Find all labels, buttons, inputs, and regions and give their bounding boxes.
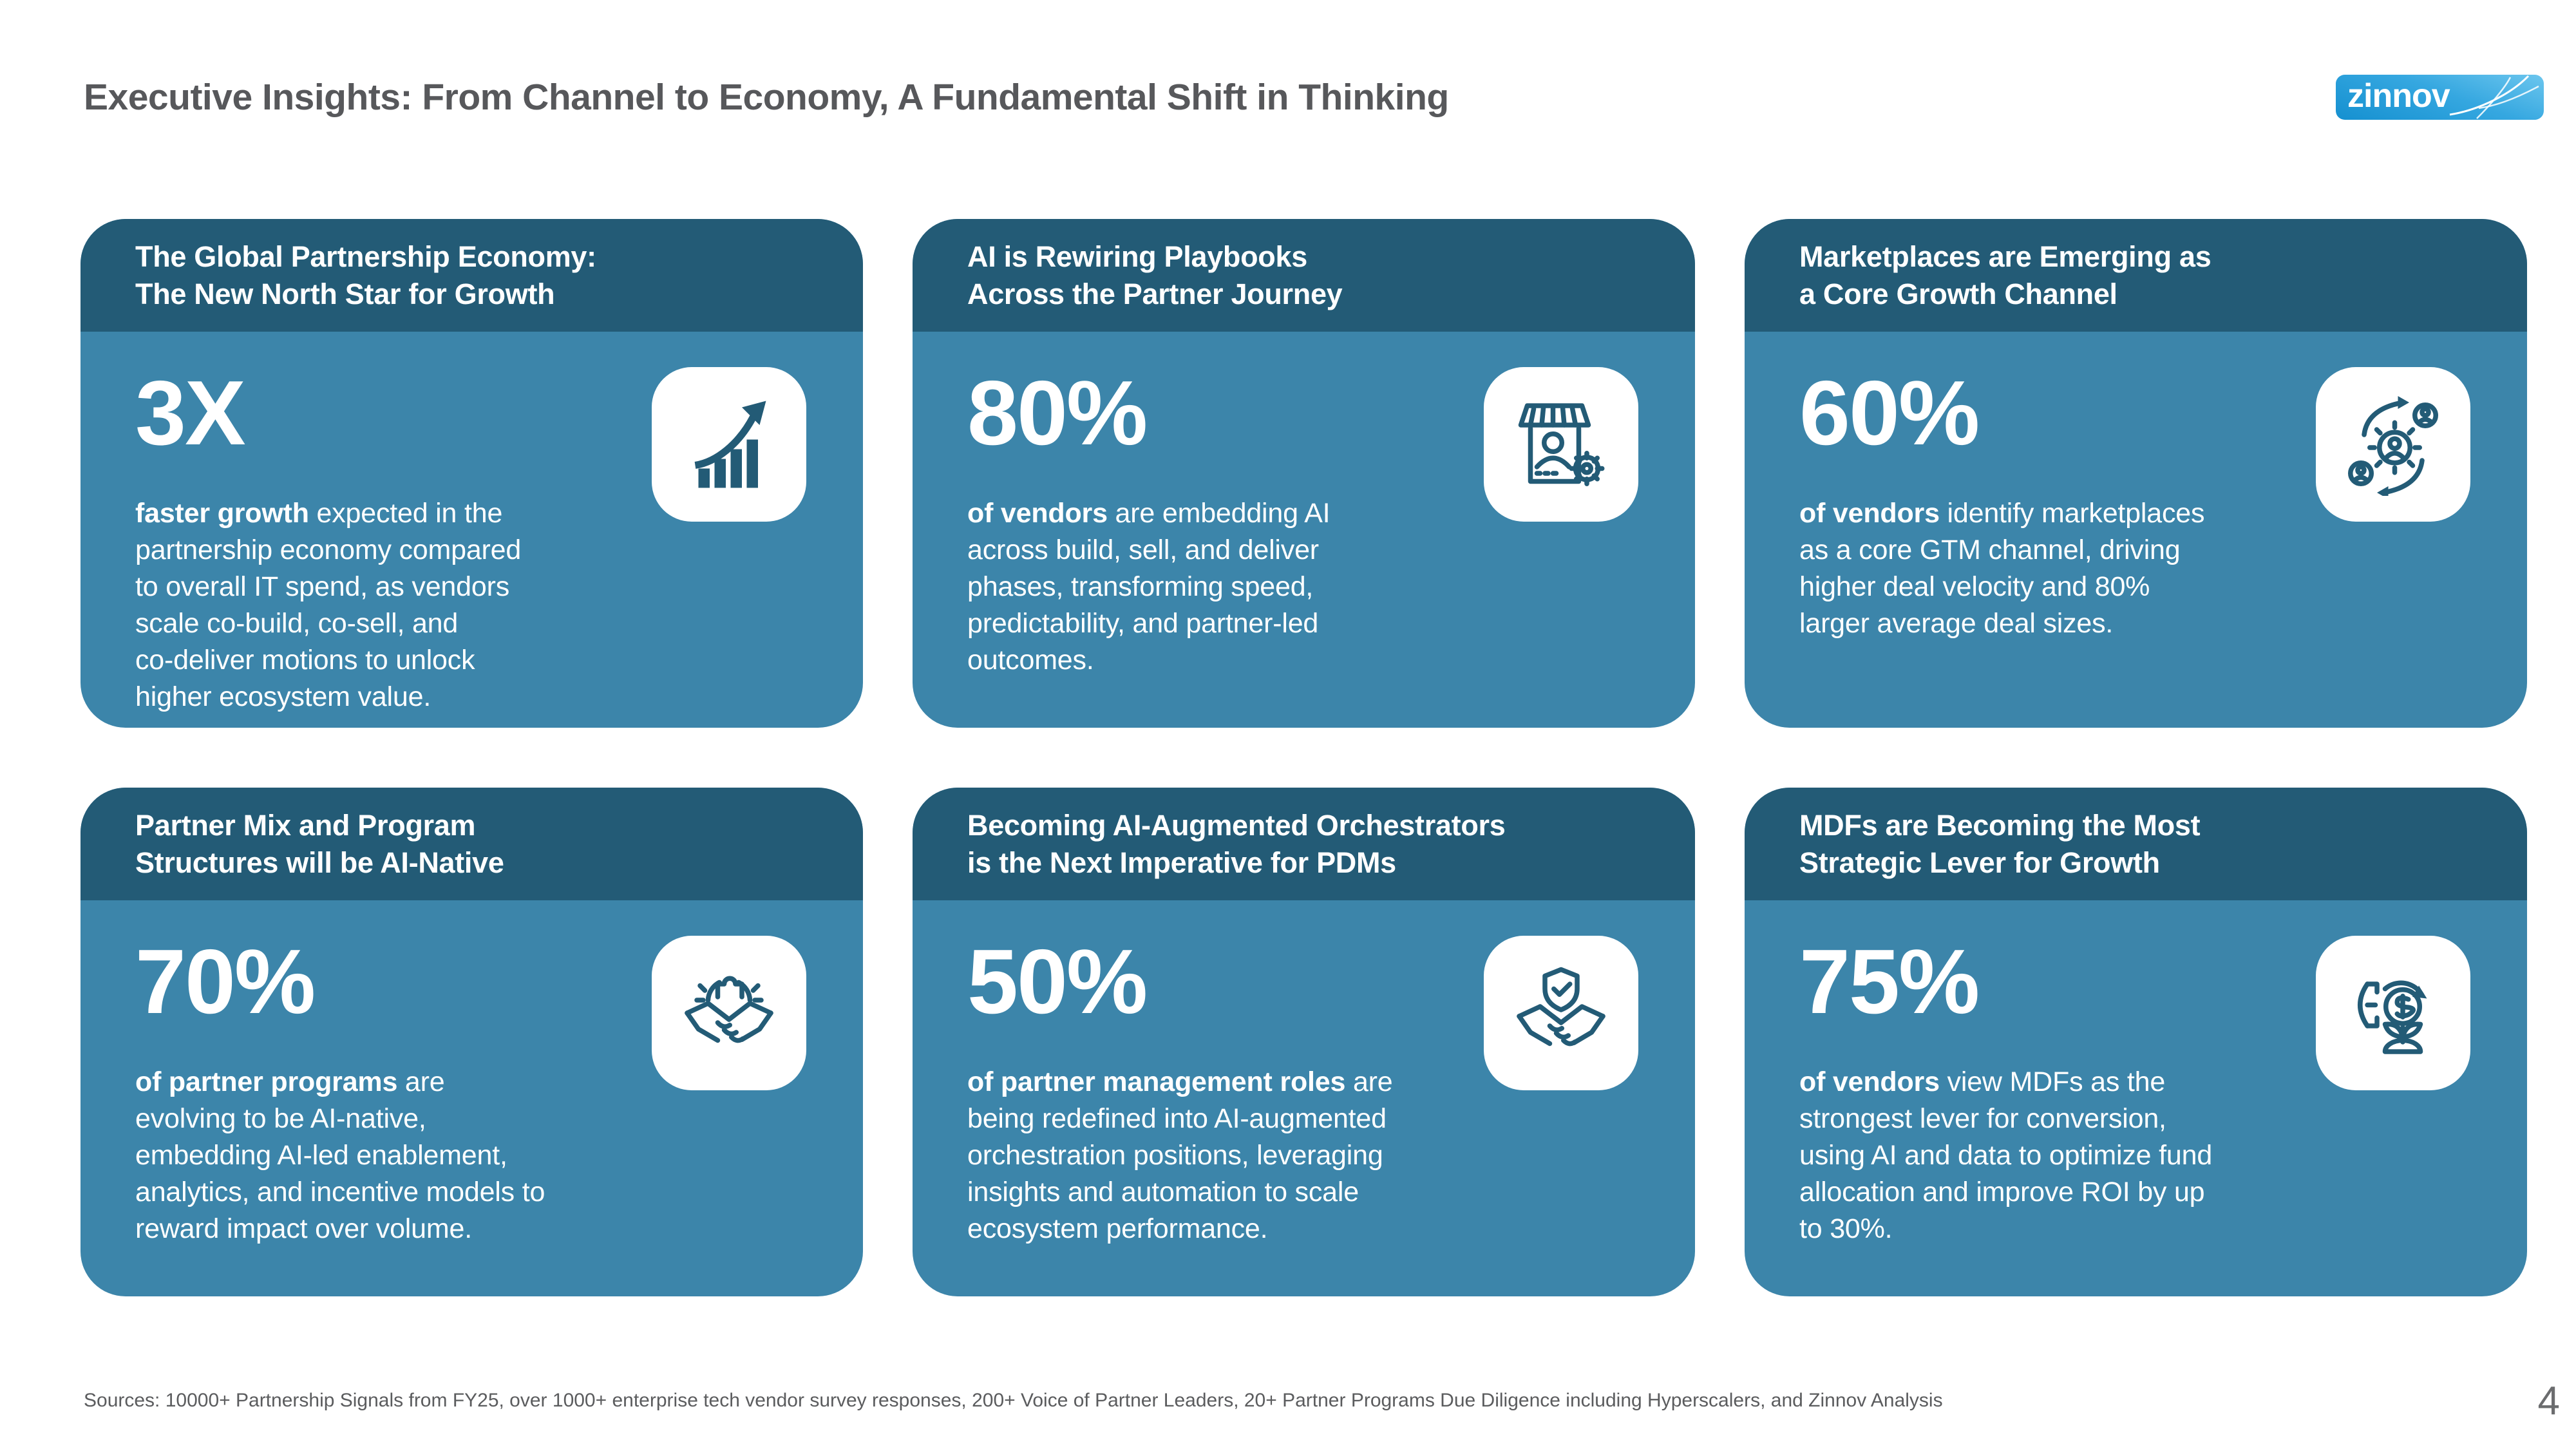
card-description: of partner management roles are being re… xyxy=(967,1064,1560,1247)
card-global-partnership-economy: The Global Partnership Economy: The New … xyxy=(80,219,863,728)
description-lead: of partner management roles xyxy=(967,1066,1346,1097)
card-header: Becoming AI-Augmented Orchestrators is t… xyxy=(913,788,1695,900)
card-body: 70% of partner program xyxy=(80,900,863,1296)
description-rest: view MDFs as the strongest lever for con… xyxy=(1799,1066,2213,1244)
page-number: 4 xyxy=(2537,1379,2560,1423)
handshake-shield-icon xyxy=(1517,967,1605,1046)
stat-value: 50% xyxy=(967,931,1148,1033)
card-title: Becoming AI-Augmented Orchestrators is t… xyxy=(967,808,1506,879)
description-lead: of partner programs xyxy=(135,1066,398,1097)
storefront-gear-icon xyxy=(1518,403,1605,486)
growth-chart-icon xyxy=(694,401,766,488)
zinnov-logo: zinnov xyxy=(2336,75,2544,120)
hand-coin-plant-icon xyxy=(2358,980,2427,1054)
card-description: of partner programs are evolving to be A… xyxy=(135,1064,728,1247)
description-lead: of vendors xyxy=(967,498,1108,529)
card-header: Marketplaces are Emerging as a Core Grow… xyxy=(1745,219,2527,332)
insight-cards-grid: The Global Partnership Economy: The New … xyxy=(80,219,2527,1296)
sources-note: Sources: 10000+ Partnership Signals from… xyxy=(84,1390,1943,1411)
stat-value: 75% xyxy=(1799,931,1980,1033)
card-header: MDFs are Becoming the Most Strategic Lev… xyxy=(1745,788,2527,900)
description-lead: faster growth xyxy=(135,498,309,529)
card-title: Partner Mix and Program Structures will … xyxy=(135,808,504,879)
description-rest: expected in the partnership economy comp… xyxy=(135,498,522,712)
card-header: AI is Rewiring Playbooks Across the Part… xyxy=(913,219,1695,332)
card-header: The Global Partnership Economy: The New … xyxy=(80,219,863,332)
card-title: MDFs are Becoming the Most Strategic Lev… xyxy=(1799,808,2201,879)
description-rest: are embedding AI across build, sell, and… xyxy=(967,498,1331,676)
people-gear-sync-icon xyxy=(2348,396,2438,496)
card-ai-rewiring-playbooks: AI is Rewiring Playbooks Across the Part… xyxy=(913,219,1695,728)
logo-wordmark: zinnov xyxy=(2347,77,2450,115)
page-title: Executive Insights: From Channel to Econ… xyxy=(84,77,1449,118)
card-marketplaces-growth-channel: Marketplaces are Emerging as a Core Grow… xyxy=(1745,219,2527,728)
card-header: Partner Mix and Program Structures will … xyxy=(80,788,863,900)
card-description: of vendors identify marketplaces as a co… xyxy=(1799,495,2392,642)
icon-tile xyxy=(1484,936,1638,1090)
stat-value: 70% xyxy=(135,931,316,1033)
logo-swoosh-icon xyxy=(2449,75,2539,119)
description-lead: of vendors xyxy=(1799,498,1940,529)
card-title: AI is Rewiring Playbooks Across the Part… xyxy=(967,240,1343,310)
handshake-puzzle-icon xyxy=(685,976,773,1043)
card-description: of vendors are embedding AI across build… xyxy=(967,495,1560,679)
card-ai-augmented-orchestrators: Becoming AI-Augmented Orchestrators is t… xyxy=(913,788,1695,1296)
card-body: 3X faster growth expected in the partner… xyxy=(80,332,863,728)
icon-tile xyxy=(652,367,806,522)
card-body: 60% xyxy=(1745,332,2527,728)
card-mdfs-strategic-lever: MDFs are Becoming the Most Strategic Lev… xyxy=(1745,788,2527,1296)
description-rest: identify marketplaces as a core GTM chan… xyxy=(1799,498,2205,639)
description-rest: are being redefined into AI-augmented or… xyxy=(967,1066,1393,1244)
card-ai-native-programs: Partner Mix and Program Structures will … xyxy=(80,788,863,1296)
card-description: of vendors view MDFs as the strongest le… xyxy=(1799,1064,2392,1247)
icon-tile xyxy=(652,936,806,1090)
card-body: 75% of ve xyxy=(1745,900,2527,1296)
card-title: The Global Partnership Economy: The New … xyxy=(135,240,596,310)
icon-tile xyxy=(1484,367,1638,522)
stat-value: 3X xyxy=(135,362,246,464)
card-body: 50% of partner management roles are xyxy=(913,900,1695,1296)
icon-tile xyxy=(2316,367,2470,522)
card-description: faster growth expected in the partnershi… xyxy=(135,495,728,715)
card-body: 80% of vendors are embedding AI acr xyxy=(913,332,1695,728)
icon-tile xyxy=(2316,936,2470,1090)
description-lead: of vendors xyxy=(1799,1066,1940,1097)
description-rest: are evolving to be AI-native, embedding … xyxy=(135,1066,545,1244)
stat-value: 60% xyxy=(1799,362,1980,464)
card-title: Marketplaces are Emerging as a Core Grow… xyxy=(1799,240,2211,310)
stat-value: 80% xyxy=(967,362,1148,464)
